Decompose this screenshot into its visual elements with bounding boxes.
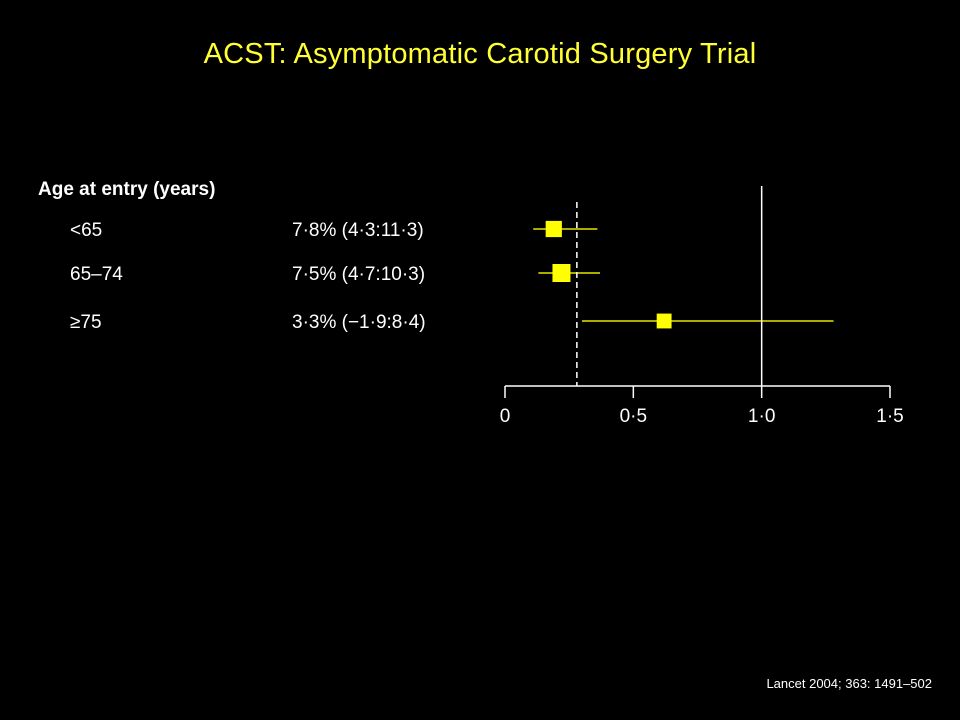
row-estimate: 3·3% (−1·9:8·4) [292,312,426,333]
row-label: ≥75 [70,312,102,333]
slide-title: ACST: Asymptomatic Carotid Surgery Trial [203,38,757,70]
point-estimate-marker [656,313,672,329]
citation: Lancet 2004; 363: 1491–502 [766,676,932,691]
group-label: Age at entry (years) [38,179,215,200]
row-label: 65–74 [70,264,123,285]
point-estimate-marker [545,220,562,238]
x-tick-label: 0·5 [620,406,647,427]
point-estimate-marker [552,264,571,282]
row-estimate: 7·5% (4·7:10·3) [292,264,425,285]
x-tick-label: 1·0 [748,406,775,427]
row-label: <65 [70,220,102,241]
row-estimate: 7·8% (4·3:11·3) [292,220,424,241]
forest-rows: <65 7·8% (4·3:11·3) 65–74 7·5% (4·7:10·3) ≥7… [70,220,834,333]
x-tick-label: 0 [500,406,511,427]
x-axis: 0 0·5 1·0 1·5 [500,186,904,427]
x-tick-label: 1·5 [876,406,903,427]
